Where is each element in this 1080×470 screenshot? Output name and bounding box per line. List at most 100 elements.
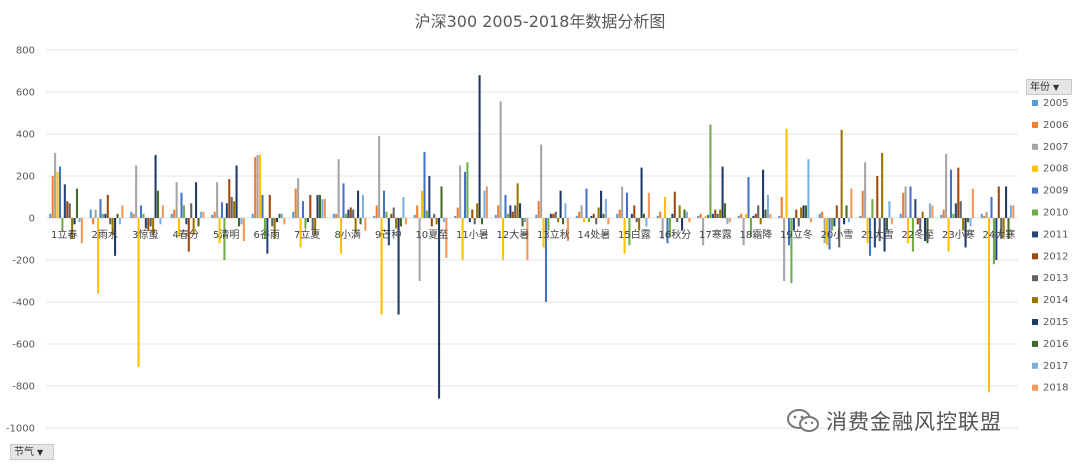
bar-2018-22	[971, 188, 974, 218]
category-label: 10夏至	[416, 229, 449, 241]
bar-2011-4	[225, 203, 228, 218]
bar-2010-1	[101, 213, 104, 218]
bar-2010-20	[871, 199, 874, 218]
bar-2015-12	[559, 190, 562, 218]
bar-2013-15	[676, 218, 679, 223]
bar-2007-4	[216, 182, 219, 218]
bar-2006-19	[821, 211, 824, 218]
legend-swatch	[1032, 384, 1038, 391]
bar-2005-17	[737, 215, 740, 218]
bar-2005-0	[49, 213, 52, 218]
bar-2015-2	[154, 155, 157, 218]
bar-2014-21	[921, 211, 924, 218]
legend-filter-button[interactable]: 年份 ▼	[1026, 79, 1072, 95]
bar-2017-22	[969, 218, 972, 227]
bar-2014-6	[314, 218, 317, 235]
bar-2018-13	[607, 218, 610, 225]
legend-item[interactable]: 2009	[1043, 186, 1068, 197]
bar-2005-15	[656, 215, 659, 218]
bar-2007-2	[135, 165, 138, 218]
legend-item[interactable]: 2018	[1043, 383, 1068, 394]
bar-2006-21	[902, 192, 905, 218]
bar-2017-0	[78, 218, 81, 223]
bar-2011-8	[387, 218, 390, 246]
watermark-text: 消费金融风控联盟	[826, 410, 1002, 434]
bar-2007-6	[297, 178, 300, 218]
legend-item[interactable]: 2012	[1043, 251, 1068, 262]
legend: 2005 2006 2007 2008 2009 2010 2011 2012 2013 2014…	[1032, 98, 1068, 394]
bar-2016-8	[399, 218, 403, 227]
bar-2015-7	[357, 190, 360, 218]
category-label: 9芒种	[375, 228, 401, 241]
legend-item[interactable]: 2007	[1043, 142, 1068, 153]
bar-2013-20	[878, 218, 881, 242]
bar-2015-0	[73, 218, 76, 225]
bar-2010-6	[304, 218, 307, 229]
bar-2010-7	[344, 213, 347, 218]
bar-2006-0	[51, 176, 54, 218]
bar-2006-5	[254, 157, 257, 218]
bar-2016-19	[845, 205, 848, 218]
bar-2015-14	[640, 167, 643, 218]
legend-item[interactable]: 2010	[1043, 208, 1068, 219]
bar-2015-21	[924, 218, 927, 242]
bar-2012-1	[106, 194, 109, 218]
bar-2011-15	[671, 213, 674, 218]
bar-2016-1	[116, 213, 119, 218]
y-tick-label: 400	[16, 130, 35, 141]
bar-2007-13	[580, 205, 583, 218]
bar-2011-7	[347, 209, 350, 218]
bar-2007-23	[985, 211, 988, 218]
bar-2017-17	[766, 194, 769, 218]
category-label: 4春分	[173, 229, 199, 241]
bar-2017-16	[726, 218, 729, 225]
bar-2012-14	[633, 205, 636, 218]
bar-2012-12	[552, 213, 555, 218]
category-label: 16秋分	[659, 228, 692, 241]
bar-2012-15	[673, 191, 676, 218]
bar-2017-12	[564, 203, 567, 218]
bar-2018-4	[242, 218, 245, 242]
legend-item[interactable]: 2013	[1043, 273, 1068, 284]
bar-2014-19	[840, 129, 843, 218]
bar-2017-8	[402, 197, 405, 218]
bar-2007-0	[54, 152, 57, 218]
bar-2008-15	[664, 197, 667, 218]
bar-2017-1	[118, 218, 121, 225]
bar-2012-23	[997, 186, 1000, 218]
y-tick-label: -1000	[6, 424, 35, 435]
bar-2005-13	[575, 215, 578, 218]
bar-2016-17	[764, 209, 767, 218]
bar-2014-17	[759, 218, 762, 225]
bar-2005-22	[940, 214, 943, 218]
category-label: 7立夏	[294, 228, 320, 241]
bar-2011-5	[266, 218, 269, 254]
bar-2015-15	[681, 218, 684, 231]
legend-item[interactable]: 2006	[1043, 120, 1068, 131]
bar-2013-16	[716, 213, 719, 218]
bar-2011-19	[833, 218, 836, 227]
bar-series	[49, 75, 1015, 399]
bar-2013-0	[68, 203, 71, 218]
bar-2009-17	[747, 177, 750, 218]
legend-item[interactable]: 2015	[1043, 317, 1068, 328]
legend-item[interactable]: 2005	[1043, 98, 1068, 109]
bar-2007-15	[661, 218, 664, 239]
bar-2008-17	[745, 213, 748, 218]
legend-item[interactable]: 2016	[1043, 339, 1068, 350]
category-field-button[interactable]: 节气 ▼	[10, 444, 54, 460]
bar-2014-12	[557, 218, 560, 223]
bar-2009-19	[828, 218, 831, 250]
legend-item[interactable]: 2017	[1043, 361, 1068, 372]
legend-item[interactable]: 2014	[1043, 295, 1068, 306]
bar-2007-21	[904, 186, 907, 218]
bar-2006-20	[861, 190, 864, 218]
bar-2012-8	[390, 213, 393, 218]
bar-2014-15	[678, 205, 681, 218]
bar-2010-9	[425, 210, 428, 218]
bar-2014-20	[881, 152, 884, 218]
bar-2008-9	[421, 190, 424, 218]
legend-item[interactable]: 2008	[1043, 164, 1068, 175]
bar-2012-18	[795, 209, 798, 218]
legend-item[interactable]: 2011	[1043, 229, 1068, 240]
